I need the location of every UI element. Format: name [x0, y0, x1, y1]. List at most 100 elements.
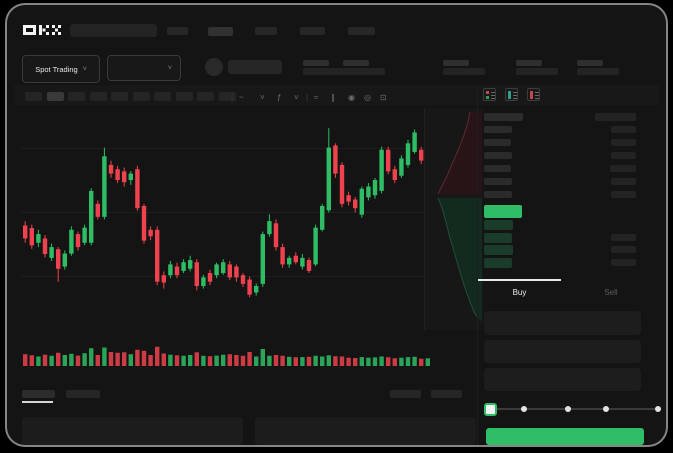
volume-bar: [42, 354, 48, 366]
settings-icon[interactable]: ◎: [364, 93, 371, 102]
orderbook-asks-icon[interactable]: [527, 88, 540, 101]
total-input-placeholder[interactable]: [484, 368, 641, 391]
bid-row-price[interactable]: [484, 220, 513, 230]
tab-sell[interactable]: Sell: [561, 284, 661, 300]
timeframe-chip[interactable]: [25, 92, 42, 101]
fullscreen-icon[interactable]: ⊡: [380, 93, 387, 102]
nav-item-placeholder[interactable]: [348, 27, 375, 35]
toggle-glyph: [535, 91, 539, 93]
trading-app: Spot Trading ˅ ˅ ˅: [7, 5, 666, 445]
slider-stop-dot[interactable]: [565, 406, 571, 412]
toggle-glyph: [491, 91, 495, 93]
bid-row-price[interactable]: [484, 257, 512, 268]
volume-bar: [260, 349, 265, 366]
candle-body: [188, 260, 193, 269]
orderbook-bids-icon[interactable]: [505, 88, 518, 101]
nav-item-placeholder[interactable]: [255, 27, 277, 35]
ask-row-price[interactable]: [484, 165, 511, 172]
okx-logo[interactable]: [22, 25, 62, 35]
nav-item-placeholder[interactable]: [300, 27, 325, 35]
timeframe-chip[interactable]: [111, 92, 128, 101]
chevron-down-icon[interactable]: ˅: [260, 93, 265, 102]
bid-row-amount[interactable]: [611, 258, 636, 266]
bid-row-price[interactable]: [484, 245, 513, 255]
ask-row-price[interactable]: [484, 178, 512, 185]
pair-dropdown[interactable]: ˅: [107, 55, 181, 81]
candle-body: [234, 266, 239, 278]
volume-bar: [306, 356, 312, 366]
pair-name-placeholder: [228, 60, 282, 74]
candle-body: [366, 186, 371, 198]
ask-row-price[interactable]: [484, 191, 512, 198]
slider-handle[interactable]: [484, 403, 497, 416]
wave-icon[interactable]: ≈: [314, 93, 319, 102]
orderbook-both-icon[interactable]: [483, 88, 496, 101]
volume-bar: [346, 357, 351, 366]
global-search-placeholder[interactable]: [70, 24, 157, 37]
candle-body: [313, 227, 318, 265]
timeframe-chip[interactable]: [46, 92, 64, 101]
ask-row-amount[interactable]: [611, 126, 636, 133]
chevron-down-icon[interactable]: ˅: [294, 93, 299, 102]
buy-button[interactable]: [486, 428, 644, 445]
price-input-placeholder[interactable]: [484, 311, 641, 335]
candle-body: [95, 203, 100, 217]
candle-body: [326, 147, 331, 211]
candlestick-chart[interactable]: [20, 108, 432, 336]
ask-row-amount[interactable]: [611, 178, 636, 185]
nav-item-placeholder[interactable]: [167, 27, 188, 35]
candle-body: [181, 262, 186, 271]
compare-icon[interactable]: ∥: [331, 93, 335, 102]
ask-row-price[interactable]: [484, 152, 512, 159]
bid-row-amount[interactable]: [611, 246, 636, 253]
ask-row-amount[interactable]: [611, 139, 636, 146]
volume-bar: [62, 355, 67, 366]
ask-row-price[interactable]: [484, 126, 512, 133]
camera-icon[interactable]: ◉: [348, 93, 355, 102]
bottom-tab-2[interactable]: [66, 390, 100, 398]
amount-input-placeholder[interactable]: [484, 340, 641, 363]
ask-row-amount[interactable]: [610, 165, 636, 172]
candle-body: [333, 145, 338, 174]
stat-label-placeholder: [443, 60, 469, 66]
volume-bar: [69, 353, 74, 366]
volume-bar: [333, 356, 338, 366]
volume-bar: [122, 352, 127, 366]
candle-body: [359, 188, 364, 215]
line-style-icon[interactable]: ~: [239, 93, 244, 102]
ask-row-amount[interactable]: [611, 152, 636, 159]
last-price-badge[interactable]: [484, 205, 522, 218]
toggle-glyph: [513, 94, 517, 96]
candle-body: [293, 255, 298, 263]
candle-body: [115, 169, 120, 181]
bottom-action-2[interactable]: [431, 390, 462, 398]
bid-row-amount[interactable]: [611, 233, 636, 241]
timeframe-chip[interactable]: [154, 92, 171, 101]
timeframe-chip[interactable]: [218, 92, 236, 101]
slider-stop-dot[interactable]: [521, 406, 527, 412]
volume-bar: [386, 357, 391, 366]
ask-row-price[interactable]: [484, 139, 511, 146]
timeframe-chip[interactable]: [89, 92, 107, 101]
device-frame: Spot Trading ˅ ˅ ˅: [5, 3, 668, 447]
timeframe-chip[interactable]: [68, 92, 85, 101]
bottom-action-1[interactable]: [390, 390, 421, 398]
bid-row-price[interactable]: [484, 232, 512, 243]
indicators-icon[interactable]: ƒ: [277, 93, 282, 102]
timeframe-chip[interactable]: [197, 92, 214, 101]
bottom-tab-1[interactable]: [22, 390, 55, 398]
nav-item-placeholder[interactable]: [208, 27, 233, 36]
tab-buy[interactable]: Buy: [478, 284, 561, 300]
timeframe-chip[interactable]: [132, 92, 150, 101]
slider-stop-dot[interactable]: [603, 406, 609, 412]
slider-stop-dot[interactable]: [655, 406, 661, 412]
timeframe-chip[interactable]: [175, 92, 193, 101]
chevron-down-icon: ˅: [167, 64, 172, 72]
volume-bar: [29, 355, 34, 366]
candle-body: [399, 158, 404, 176]
ask-row-amount[interactable]: [611, 191, 636, 198]
market-type-selector[interactable]: Spot Trading ˅: [22, 55, 100, 83]
amount-slider-track[interactable]: [487, 408, 657, 410]
volume-bar: [372, 357, 378, 366]
candle-body: [419, 149, 424, 161]
